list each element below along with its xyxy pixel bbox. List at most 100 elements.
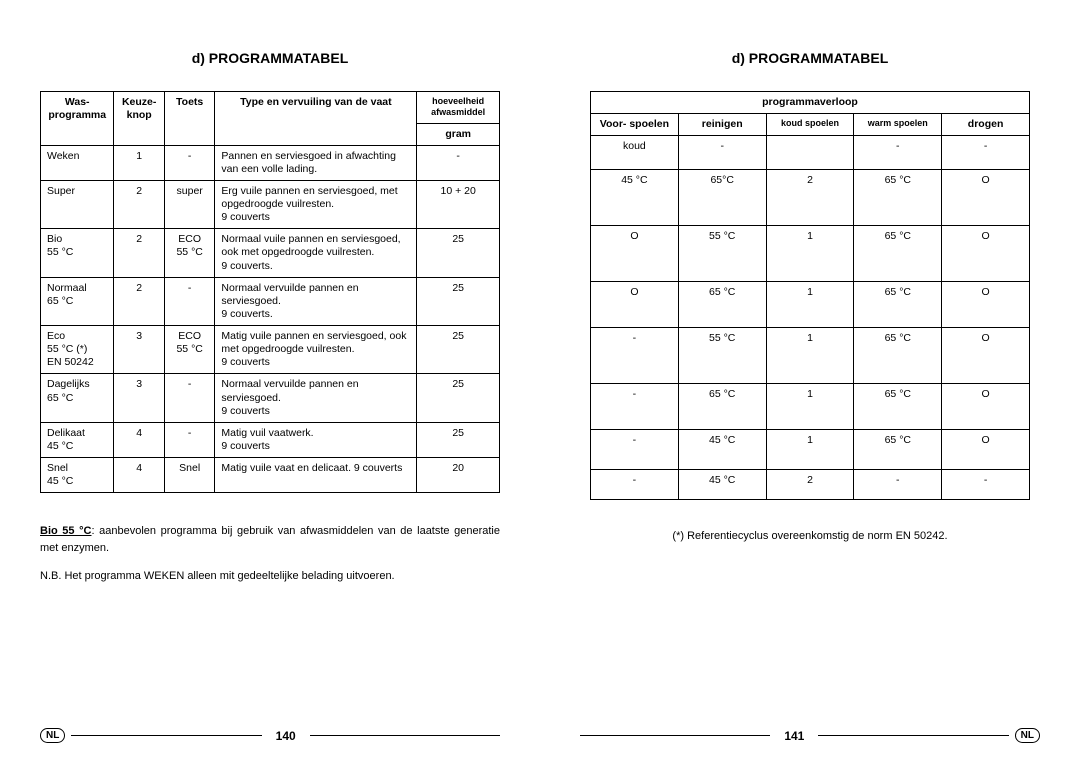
table-cell: 3 — [114, 326, 164, 374]
table-row: Normaal 65 °C2-Normaal vervuilde pannen … — [41, 277, 500, 325]
table-cell: 1 — [766, 384, 854, 430]
table-cell: Normaal 65 °C — [41, 277, 114, 325]
table-cell: - — [942, 136, 1030, 170]
table-row: -45 °C165 °CO — [591, 430, 1030, 470]
table-cell: O — [591, 282, 679, 328]
table-row: Snel 45 °C4SnelMatig vuile vaat en delic… — [41, 458, 500, 493]
table-cell: Normaal vervuilde pannen en serviesgoed.… — [215, 277, 417, 325]
footer-right: NL 141 — [580, 718, 1040, 743]
table-cell: Matig vuile pannen en serviesgoed, ook m… — [215, 326, 417, 374]
footer-line — [818, 735, 1008, 736]
table-cell: 2 — [114, 180, 164, 228]
col-header: Toets — [164, 92, 214, 146]
table-row: Dagelijks 65 °C3-Normaal vervuilde panne… — [41, 374, 500, 422]
table-cell: 2 — [766, 170, 854, 226]
table-row: Super2superErg vuile pannen en serviesgo… — [41, 180, 500, 228]
table-cell: - — [854, 136, 942, 170]
left-page: d) PROGRAMMATABEL Was- programma Keuze- … — [0, 0, 540, 763]
table-cell: O — [942, 282, 1030, 328]
col-header: koud spoelen — [766, 114, 854, 136]
table-cell: 45 °C — [678, 470, 766, 500]
table-cell: 2 — [766, 470, 854, 500]
right-page: d) PROGRAMMATABEL programmaverloop Voor-… — [540, 0, 1080, 763]
table-header-row: Voor- spoelen reinigen koud spoelen warm… — [591, 114, 1030, 136]
table-cell: 65 °C — [854, 328, 942, 384]
table-cell: Super — [41, 180, 114, 228]
table-cell: Matig vuil vaatwerk. 9 couverts — [215, 422, 417, 457]
col-header-unit: gram — [417, 123, 500, 145]
nl-badge: NL — [1015, 728, 1040, 743]
notes-left: Bio 55 °C: aanbevolen programma bij gebr… — [40, 523, 500, 597]
table-cell: 45 °C — [591, 170, 679, 226]
program-table-left: Was- programma Keuze- knop Toets Type en… — [40, 91, 500, 493]
table-cell: koud — [591, 136, 679, 170]
table-cell: 65 °C — [678, 282, 766, 328]
footer-line — [580, 735, 770, 736]
page-title-right: d) PROGRAMMATABEL — [580, 50, 1040, 66]
col-header: warm spoelen — [854, 114, 942, 136]
table-cell: super — [164, 180, 214, 228]
table-cell: ECO 55 °C — [164, 326, 214, 374]
table-cell: 25 — [417, 229, 500, 277]
table-cell: 1 — [766, 328, 854, 384]
table-cell: - — [591, 430, 679, 470]
table-cell: O — [942, 170, 1030, 226]
table-cell: Bio 55 °C — [41, 229, 114, 277]
table-cell: 65 °C — [854, 384, 942, 430]
note-right: (*) Referentiecyclus overeenkomstig de n… — [580, 530, 1040, 542]
table-cell: O — [942, 430, 1030, 470]
page-number: 141 — [776, 729, 812, 743]
table-cell: 10 + 20 — [417, 180, 500, 228]
table-cell: - — [164, 277, 214, 325]
table-cell: Snel 45 °C — [41, 458, 114, 493]
table-cell: 2 — [114, 229, 164, 277]
table-cell: Snel — [164, 458, 214, 493]
footer-left: NL 140 — [40, 718, 500, 743]
note-nb: N.B. Het programma WEKEN alleen mit gede… — [40, 568, 500, 585]
table-cell: 1 — [766, 226, 854, 282]
table-row: koud--- — [591, 136, 1030, 170]
table-cell: - — [854, 470, 942, 500]
table-row: -65 °C165 °CO — [591, 384, 1030, 430]
table-cell: 25 — [417, 326, 500, 374]
table-row: O65 °C165 °CO — [591, 282, 1030, 328]
table-cell: Delikaat 45 °C — [41, 422, 114, 457]
footer-line — [310, 735, 500, 736]
col-header: Was- programma — [41, 92, 114, 146]
table-cell: Normaal vervuilde pannen en serviesgoed.… — [215, 374, 417, 422]
col-header: hoeveelheid afwasmiddel — [417, 92, 500, 124]
table-cell: - — [942, 470, 1030, 500]
table-row: 45 °C65°C265 °CO — [591, 170, 1030, 226]
note-bio: Bio 55 °C: aanbevolen programma bij gebr… — [40, 523, 500, 556]
table-cell: Normaal vuile pannen en serviesgoed, ook… — [215, 229, 417, 277]
table-header-row: Was- programma Keuze- knop Toets Type en… — [41, 92, 500, 124]
table-cell: 25 — [417, 277, 500, 325]
table-cell: - — [417, 145, 500, 180]
col-header: drogen — [942, 114, 1030, 136]
table-cell: Erg vuile pannen en serviesgoed, met opg… — [215, 180, 417, 228]
footer-line — [71, 735, 261, 736]
table-cell — [766, 136, 854, 170]
table-cell: O — [942, 384, 1030, 430]
table-cell: O — [591, 226, 679, 282]
table-cell: 1 — [766, 282, 854, 328]
table-cell: 4 — [114, 422, 164, 457]
table-cell: - — [591, 328, 679, 384]
col-header: Voor- spoelen — [591, 114, 679, 136]
table-cell: 25 — [417, 374, 500, 422]
page-title-left: d) PROGRAMMATABEL — [40, 50, 500, 66]
nl-badge: NL — [40, 728, 65, 743]
page-number: 140 — [268, 729, 304, 743]
col-header: Keuze- knop — [114, 92, 164, 146]
table-cell: - — [164, 145, 214, 180]
col-header-top: programmaverloop — [591, 92, 1030, 114]
table-row: O55 °C165 °CO — [591, 226, 1030, 282]
table-cell: 3 — [114, 374, 164, 422]
col-header: Type en vervuiling van de vaat — [215, 92, 417, 146]
table-cell: Eco 55 °C (*) EN 50242 — [41, 326, 114, 374]
table-row: -55 °C165 °CO — [591, 328, 1030, 384]
table-row: -45 °C2-- — [591, 470, 1030, 500]
table-cell: Pannen en serviesgoed in afwachting van … — [215, 145, 417, 180]
program-table-right: programmaverloop Voor- spoelen reinigen … — [590, 91, 1030, 500]
table-cell: 4 — [114, 458, 164, 493]
